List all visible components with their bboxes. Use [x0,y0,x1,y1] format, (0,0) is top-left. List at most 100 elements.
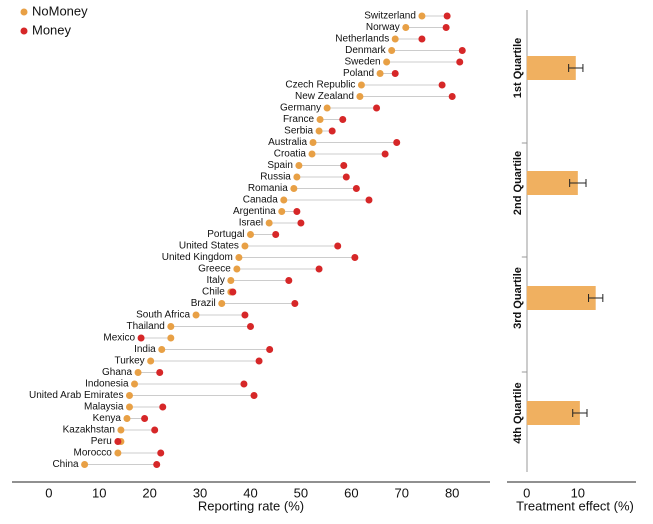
bar [526,286,596,310]
category-label: 4th Quartile [512,382,524,443]
x-tick-label: 10 [571,485,585,500]
dot [141,415,149,422]
category-label: Denmark [345,45,387,56]
category-label: Germany [280,103,321,114]
dot [81,461,89,468]
dot [255,357,263,365]
category-label: India [134,344,156,355]
dot [272,231,280,238]
dot [159,403,167,411]
dot [357,81,365,89]
dot [402,24,410,31]
dot [157,449,165,457]
category-label: Russia [260,172,291,183]
category-label: Italy [206,275,224,286]
x-axis-label: Treatment effect (%) [516,498,634,513]
x-axis-label: Reporting rate (%) [198,498,304,513]
legend-marker [20,27,28,35]
category-label: France [283,114,315,125]
category-label: Switzerland [364,11,416,22]
dot [158,346,166,353]
dot [316,116,324,123]
category-label: Romania [248,183,288,194]
dot [315,127,323,135]
bar [526,56,576,80]
dot [291,300,299,307]
category-label: Kenya [93,413,122,424]
legend-marker [20,8,28,16]
error-bar [569,179,587,187]
category-label: Israel [239,218,263,229]
category-label: United Arab Emirates [29,390,124,401]
category-label: United Kingdom [162,252,233,263]
dot [131,380,139,388]
category-label: Serbia [284,126,313,137]
dot [280,196,288,204]
category-label: Argentina [233,206,276,217]
legend-label: NoMoney [32,3,88,18]
dot [391,35,399,43]
category-label: Croatia [274,149,307,160]
category-label: Turkey [114,356,144,367]
category-label: Portugal [207,229,244,240]
dot [192,311,200,319]
dot [285,277,293,284]
category-label: 2nd Quartile [512,151,524,215]
category-label: Netherlands [335,34,389,45]
x-tick-label: 0 [45,485,52,500]
dot [448,93,456,100]
category-label: 3rd Quartile [512,267,524,329]
dot [351,254,359,261]
dot [241,242,249,250]
dot [235,254,243,261]
dot [456,58,464,66]
dot [352,185,360,192]
dot [418,35,426,43]
dot [340,162,348,169]
dot [334,242,342,250]
category-label: Spain [267,160,293,171]
category-label: Poland [343,68,374,79]
dot [278,208,286,215]
dot [265,219,273,227]
dot [293,208,301,215]
error-bar [588,294,604,302]
dot [246,231,254,238]
dot [250,392,258,399]
dot [418,12,426,20]
category-label: Canada [243,195,278,206]
x-tick-label: 0 [523,485,530,500]
dot [295,162,303,169]
category-label: Ghana [102,367,132,378]
category-label: Kazakhstan [63,425,115,436]
dot [376,70,384,77]
dot [114,449,122,457]
x-tick-label: 60 [344,485,358,500]
dot [339,116,347,123]
dot [240,380,248,388]
dot [388,47,396,54]
dot [381,150,389,158]
category-label: Indonesia [85,379,129,390]
dot [308,150,316,158]
dot [151,426,159,434]
x-tick-label: 40 [243,485,257,500]
category-label: Chile [202,287,225,298]
category-label: Brazil [191,298,216,309]
dot [167,334,175,342]
category-label: Greece [198,264,231,275]
dot [323,104,331,112]
category-label: New Zealand [295,91,354,102]
dot [134,369,142,376]
legend-label: Money [32,22,72,37]
dot [123,415,131,422]
category-label: 1st Quartile [512,38,524,99]
category-label: Sweden [344,57,380,68]
dot [356,93,364,100]
dot [442,24,450,31]
dot [246,323,254,330]
dot [373,104,381,112]
dot [218,300,226,307]
dot [443,12,451,20]
x-tick-label: 50 [294,485,308,500]
